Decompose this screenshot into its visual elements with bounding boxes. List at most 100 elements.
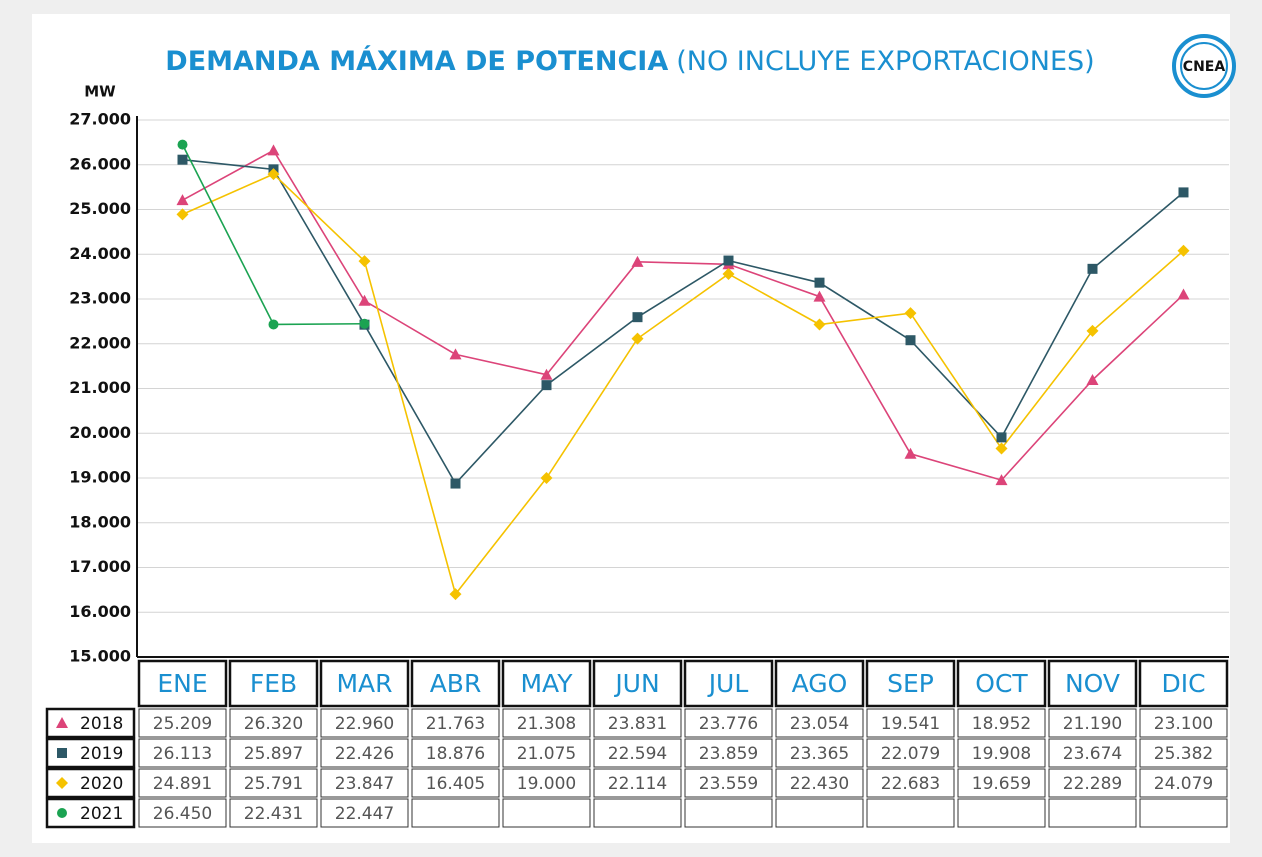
y-tick-label: 20.000 — [69, 423, 131, 442]
value-label: 21.075 — [517, 744, 576, 764]
table-cell — [502, 738, 591, 768]
value-label: 23.559 — [699, 774, 758, 794]
table-cell — [1048, 768, 1137, 798]
x-tick-label: AGO — [792, 669, 848, 698]
value-label: 22.430 — [790, 774, 849, 794]
logo-text: CNEA — [1183, 59, 1226, 75]
x-tick-label: JUN — [613, 669, 659, 698]
marker — [267, 144, 280, 156]
marker — [267, 168, 280, 181]
value-label: 21.190 — [1063, 714, 1122, 734]
marker — [176, 208, 189, 221]
table-cell — [866, 768, 955, 798]
table-cell — [593, 768, 682, 798]
table-cell — [229, 798, 318, 828]
marker — [813, 318, 826, 331]
marker — [56, 777, 68, 789]
marker — [996, 432, 1007, 443]
logo: CNEA — [1172, 34, 1236, 98]
table-cell — [957, 798, 1046, 828]
y-tick-label: 17.000 — [69, 557, 131, 576]
value-label: 23.054 — [790, 714, 849, 734]
marker — [1086, 373, 1099, 385]
table-cell — [1048, 738, 1137, 768]
marker — [631, 332, 644, 345]
legend-label: 2020 — [80, 774, 123, 794]
table-cell — [411, 708, 500, 738]
table-header-cell — [774, 659, 865, 708]
table-header-cell — [1138, 659, 1229, 708]
table-cell — [866, 738, 955, 768]
marker — [723, 255, 734, 266]
table-cell — [502, 768, 591, 798]
x-tick-label: SEP — [887, 669, 934, 698]
table-header-cell — [592, 659, 683, 708]
value-label: 26.113 — [153, 744, 212, 764]
table-cell — [775, 708, 864, 738]
logo-ring — [1180, 42, 1228, 90]
table-cell — [593, 708, 682, 738]
table-cell — [411, 768, 500, 798]
legend-label: 2018 — [80, 714, 123, 734]
value-label: 23.831 — [608, 714, 667, 734]
value-label: 24.079 — [1154, 774, 1213, 794]
value-label: 26.450 — [153, 804, 212, 824]
chart-subtitle: (NO INCLUYE EXPORTACIONES) — [676, 46, 1094, 77]
series-line — [182, 149, 1185, 482]
marker — [1177, 288, 1190, 300]
table-cell — [138, 768, 227, 798]
marker — [1086, 324, 1099, 337]
marker — [358, 294, 371, 306]
marker — [268, 319, 279, 330]
table-cell — [1139, 708, 1228, 738]
value-label: 23.776 — [699, 714, 758, 734]
y-tick-label: 27.000 — [69, 110, 131, 129]
table-cell — [229, 738, 318, 768]
value-label: 23.674 — [1063, 744, 1122, 764]
value-label: 21.763 — [426, 714, 485, 734]
value-label: 22.426 — [335, 744, 394, 764]
table-cell — [684, 708, 773, 738]
marker — [904, 307, 917, 320]
y-tick-label: 19.000 — [69, 468, 131, 487]
y-tick-label: 26.000 — [69, 154, 131, 173]
value-label: 16.405 — [426, 774, 485, 794]
y-tick-label: 24.000 — [69, 244, 131, 263]
marker — [541, 380, 552, 391]
y-tick-label: 15.000 — [69, 647, 131, 666]
table-header-cell — [137, 659, 228, 708]
y-tick-label: 22.000 — [69, 333, 131, 352]
y-tick-label: 21.000 — [69, 378, 131, 397]
table-cell — [411, 798, 500, 828]
table-cell — [138, 708, 227, 738]
marker — [540, 472, 553, 484]
table-header-cell — [865, 659, 956, 708]
table-cell — [866, 708, 955, 738]
marker — [631, 255, 644, 267]
table-cell — [1139, 738, 1228, 768]
table-cell — [593, 798, 682, 828]
y-axis-label: MW — [84, 83, 116, 101]
marker — [57, 748, 67, 758]
value-label: 22.447 — [335, 804, 394, 824]
value-label: 22.960 — [335, 714, 394, 734]
table-header-cell — [956, 659, 1047, 708]
table-cell — [775, 798, 864, 828]
marker — [904, 447, 917, 459]
legend-label: 2019 — [80, 744, 123, 764]
chart-title-block: DEMANDA MÁXIMA DE POTENCIA (NO INCLUYE EX… — [165, 45, 1094, 77]
table-cell — [320, 708, 409, 738]
marker — [177, 139, 188, 150]
table-cell — [684, 738, 773, 768]
marker — [177, 154, 188, 165]
marker — [57, 808, 67, 818]
table-cell — [775, 768, 864, 798]
value-label: 22.683 — [881, 774, 940, 794]
x-tick-label: NOV — [1065, 669, 1120, 698]
table-cell — [593, 738, 682, 768]
y-tick-label: 16.000 — [69, 602, 131, 621]
table-cell — [1048, 708, 1137, 738]
marker — [722, 267, 735, 280]
marker — [1087, 263, 1098, 274]
